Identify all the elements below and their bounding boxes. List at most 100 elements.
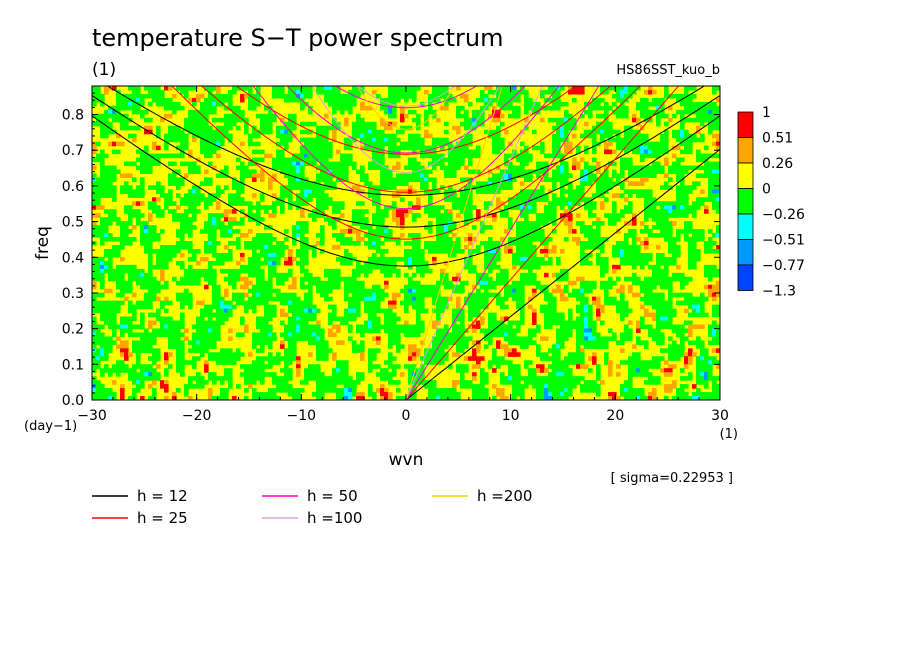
heatmap-cell — [480, 181, 485, 186]
heatmap-cell — [556, 260, 561, 266]
heatmap-cell — [232, 284, 237, 290]
heatmap-cell — [332, 312, 337, 318]
heatmap-cell — [508, 237, 513, 242]
heatmap-cell — [112, 268, 117, 274]
heatmap-cell — [368, 141, 373, 147]
heatmap-cell — [324, 177, 329, 182]
heatmap-cell — [300, 237, 305, 242]
heatmap-cell — [200, 137, 205, 143]
heatmap-cell — [396, 153, 401, 159]
heatmap-cell — [292, 308, 297, 314]
heatmap-cell — [560, 193, 565, 198]
heatmap-cell — [592, 213, 597, 218]
heatmap-cell — [228, 201, 233, 206]
heatmap-cell — [568, 280, 573, 286]
heatmap-cell — [200, 256, 205, 262]
heatmap-cell — [344, 145, 349, 151]
heatmap-cell — [680, 280, 685, 286]
heatmap-cell — [332, 93, 337, 99]
heatmap-cell — [500, 316, 505, 322]
heatmap-cell — [520, 288, 525, 294]
heatmap-cell — [680, 181, 685, 186]
heatmap-cell — [680, 229, 685, 234]
heatmap-cell — [512, 201, 517, 206]
heatmap-cell — [592, 101, 597, 107]
heatmap-cell — [116, 93, 121, 99]
heatmap-cell — [416, 141, 421, 147]
heatmap-cell — [140, 193, 145, 198]
heatmap-cell — [156, 252, 161, 258]
heatmap-cell — [376, 209, 381, 214]
heatmap-cell — [220, 97, 225, 103]
heatmap-cell — [660, 308, 665, 314]
heatmap-cell — [112, 86, 117, 91]
heatmap-cell — [596, 252, 601, 258]
heatmap-cell — [664, 137, 669, 143]
heatmap-cell — [212, 280, 217, 286]
heatmap-cell — [192, 189, 197, 194]
heatmap-cell — [316, 201, 321, 206]
heatmap-cell — [596, 161, 601, 167]
heatmap-cell — [280, 133, 285, 139]
heatmap-cell — [276, 133, 281, 139]
heatmap-cell — [156, 181, 161, 186]
heatmap-cell — [452, 201, 457, 206]
heatmap-cell — [608, 217, 613, 222]
heatmap-cell — [328, 268, 333, 274]
heatmap-cell — [284, 97, 289, 103]
heatmap-cell — [252, 161, 257, 167]
heatmap-cell — [160, 248, 165, 254]
heatmap-cell — [716, 244, 720, 250]
heatmap-cell — [208, 304, 213, 310]
heatmap-cell — [588, 260, 593, 266]
heatmap-cell — [340, 165, 345, 171]
heatmap-cell — [464, 237, 469, 242]
heatmap-cell — [668, 117, 673, 123]
heatmap-cell — [356, 217, 361, 222]
heatmap-cell — [656, 276, 661, 282]
heatmap-cell — [96, 300, 101, 306]
heatmap-cell — [708, 181, 713, 186]
heatmap-cell — [376, 300, 381, 306]
heatmap-cell — [640, 145, 645, 151]
heatmap-cell — [716, 137, 720, 143]
heatmap-cell — [256, 292, 261, 298]
heatmap-cell — [476, 288, 481, 294]
heatmap-cell — [668, 237, 673, 242]
heatmap-cell — [384, 133, 389, 139]
heatmap-cell — [652, 145, 657, 151]
heatmap-cell — [112, 209, 117, 214]
heatmap-cell — [632, 252, 637, 258]
heatmap-cell — [712, 272, 717, 278]
heatmap-cell — [692, 260, 697, 266]
heatmap-cell — [700, 173, 705, 179]
heatmap-cell — [212, 304, 217, 310]
heatmap-cell — [488, 248, 493, 254]
heatmap-cell — [536, 101, 541, 107]
heatmap-cell — [164, 133, 169, 139]
heatmap-cell — [308, 161, 313, 167]
heatmap-cell — [116, 105, 121, 111]
heatmap-cell — [464, 121, 469, 127]
heatmap-cell — [92, 86, 97, 91]
heatmap-cell — [660, 300, 665, 306]
heatmap-cell — [424, 113, 429, 119]
heatmap-cell — [184, 86, 189, 91]
heatmap-cell — [364, 141, 369, 147]
heatmap-cell — [296, 177, 301, 182]
heatmap-cell — [696, 105, 701, 111]
heatmap-cell — [260, 193, 265, 198]
heatmap-cell — [256, 93, 261, 99]
heatmap-cell — [652, 217, 657, 222]
heatmap-cell — [300, 185, 305, 190]
heatmap-cell — [248, 209, 253, 214]
heatmap-cell — [300, 268, 305, 274]
heatmap-cell — [468, 296, 473, 302]
heatmap-cell — [664, 256, 669, 262]
heatmap-cell — [708, 193, 713, 198]
heatmap-cell — [600, 113, 605, 119]
heatmap-cell — [580, 221, 585, 226]
heatmap-cell — [696, 304, 701, 310]
heatmap-cell — [604, 129, 609, 135]
